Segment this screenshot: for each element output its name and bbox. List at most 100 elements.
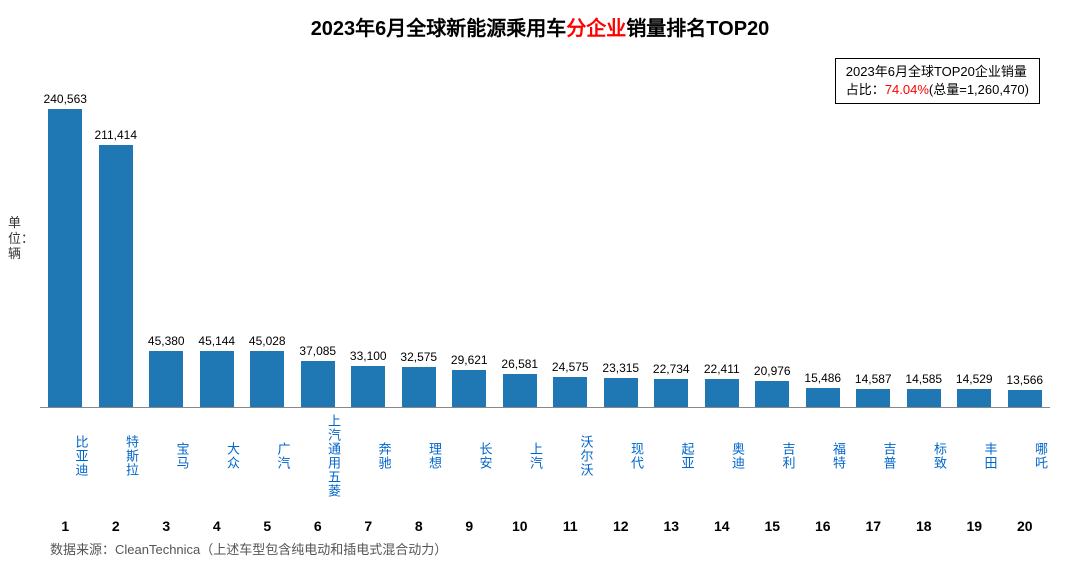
bar-rect — [99, 145, 133, 407]
title-red: 分企业 — [566, 18, 626, 40]
bar-col: 23,315 — [596, 78, 647, 407]
rank-number: 20 — [1000, 518, 1051, 534]
bar-rect — [503, 374, 537, 407]
rank-number: 3 — [141, 518, 192, 534]
bar-value-label: 45,028 — [249, 334, 286, 348]
bar-rect — [755, 381, 789, 407]
x-category-label: 起亚 — [646, 414, 697, 498]
x-category-label: 沃尔沃 — [545, 414, 596, 498]
bar-col: 240,563 — [40, 78, 91, 407]
bar-col: 37,085 — [293, 78, 344, 407]
chart-area: 240,563 211,414 45,380 45,144 45,028 37,085 33… — [40, 58, 1050, 408]
bar-rect — [806, 388, 840, 407]
bar-value-label: 22,411 — [704, 362, 740, 376]
rank-number: 10 — [495, 518, 546, 534]
bar-col: 211,414 — [91, 78, 142, 407]
x-category-label: 上汽通用五菱 — [293, 414, 344, 498]
bar-col: 33,100 — [343, 78, 394, 407]
bar-rect — [957, 389, 991, 407]
bar-rect — [553, 377, 587, 407]
rank-number: 11 — [545, 518, 596, 534]
data-source: 数据来源：CleanTechnica（上述车型包含纯电动和插电式混合动力） — [50, 539, 447, 558]
y-axis-label: 单位：辆 — [8, 215, 22, 262]
bar-col: 45,380 — [141, 78, 192, 407]
bar-col: 22,411 — [697, 78, 748, 407]
bars-container: 240,563 211,414 45,380 45,144 45,028 37,085 33… — [40, 78, 1050, 408]
bar-value-label: 15,486 — [804, 371, 841, 385]
bar-value-label: 14,585 — [905, 372, 942, 386]
rank-number: 14 — [697, 518, 748, 534]
x-category-label: 哪吒 — [1000, 414, 1051, 498]
x-category-label: 上汽 — [495, 414, 546, 498]
bar-value-label: 211,414 — [95, 128, 138, 142]
bar-rect — [1008, 390, 1042, 407]
x-labels: 比亚迪特斯拉宝马大众广汽上汽通用五菱奔驰理想长安上汽沃尔沃现代起亚奥迪吉利福特吉… — [40, 414, 1050, 498]
bar-value-label: 26,581 — [501, 357, 538, 371]
x-category-label: 长安 — [444, 414, 495, 498]
x-category-label: 理想 — [394, 414, 445, 498]
bar-rect — [907, 389, 941, 407]
title-suffix: 销量排名TOP20 — [626, 18, 769, 40]
bar-value-label: 22,734 — [653, 362, 690, 376]
bar-rect — [604, 378, 638, 407]
rank-number: 4 — [192, 518, 243, 534]
bar-col: 14,585 — [899, 78, 950, 407]
bar-col: 24,575 — [545, 78, 596, 407]
x-category-label: 特斯拉 — [91, 414, 142, 498]
bar-col: 15,486 — [798, 78, 849, 407]
bar-col: 13,566 — [1000, 78, 1051, 407]
bar-col: 29,621 — [444, 78, 495, 407]
bar-value-label: 24,575 — [552, 360, 589, 374]
bar-value-label: 45,380 — [148, 334, 185, 348]
bar-col: 14,587 — [848, 78, 899, 407]
rank-number: 9 — [444, 518, 495, 534]
x-category-label: 大众 — [192, 414, 243, 498]
rank-number: 15 — [747, 518, 798, 534]
bar-col: 45,028 — [242, 78, 293, 407]
bar-rect — [48, 109, 82, 407]
bar-rect — [705, 379, 739, 407]
bar-value-label: 33,100 — [350, 349, 387, 363]
rank-row: 1234567891011121314151617181920 — [40, 518, 1050, 534]
bar-rect — [200, 351, 234, 407]
rank-number: 1 — [40, 518, 91, 534]
x-category-label: 福特 — [798, 414, 849, 498]
bar-col: 14,529 — [949, 78, 1000, 407]
bar-value-label: 240,563 — [44, 92, 87, 106]
bar-value-label: 37,085 — [299, 344, 336, 358]
rank-number: 6 — [293, 518, 344, 534]
rank-number: 19 — [949, 518, 1000, 534]
bar-rect — [856, 389, 890, 407]
rank-number: 8 — [394, 518, 445, 534]
bar-rect — [654, 379, 688, 407]
bar-value-label: 45,144 — [198, 334, 235, 348]
x-category-label: 现代 — [596, 414, 647, 498]
bar-value-label: 14,587 — [855, 372, 892, 386]
bar-value-label: 20,976 — [754, 364, 791, 378]
rank-number: 12 — [596, 518, 647, 534]
bar-rect — [351, 366, 385, 407]
rank-number: 13 — [646, 518, 697, 534]
x-category-label: 吉利 — [747, 414, 798, 498]
bar-rect — [402, 367, 436, 407]
x-category-label: 奔驰 — [343, 414, 394, 498]
chart-title: 2023年6月全球新能源乘用车分企业销量排名TOP20 — [0, 0, 1080, 41]
rank-number: 5 — [242, 518, 293, 534]
title-prefix: 2023年6月全球新能源乘用车 — [311, 18, 567, 40]
bar-col: 26,581 — [495, 78, 546, 407]
x-category-label: 比亚迪 — [40, 414, 91, 498]
bar-col: 20,976 — [747, 78, 798, 407]
bar-value-label: 13,566 — [1006, 373, 1043, 387]
bar-rect — [301, 361, 335, 407]
rank-number: 18 — [899, 518, 950, 534]
x-category-label: 奥迪 — [697, 414, 748, 498]
bar-value-label: 29,621 — [451, 353, 488, 367]
bar-value-label: 14,529 — [956, 372, 993, 386]
bar-rect — [250, 351, 284, 407]
x-category-label: 吉普 — [848, 414, 899, 498]
x-category-label: 宝马 — [141, 414, 192, 498]
bar-rect — [452, 370, 486, 407]
x-category-label: 标致 — [899, 414, 950, 498]
x-category-label: 广汽 — [242, 414, 293, 498]
rank-number: 2 — [91, 518, 142, 534]
